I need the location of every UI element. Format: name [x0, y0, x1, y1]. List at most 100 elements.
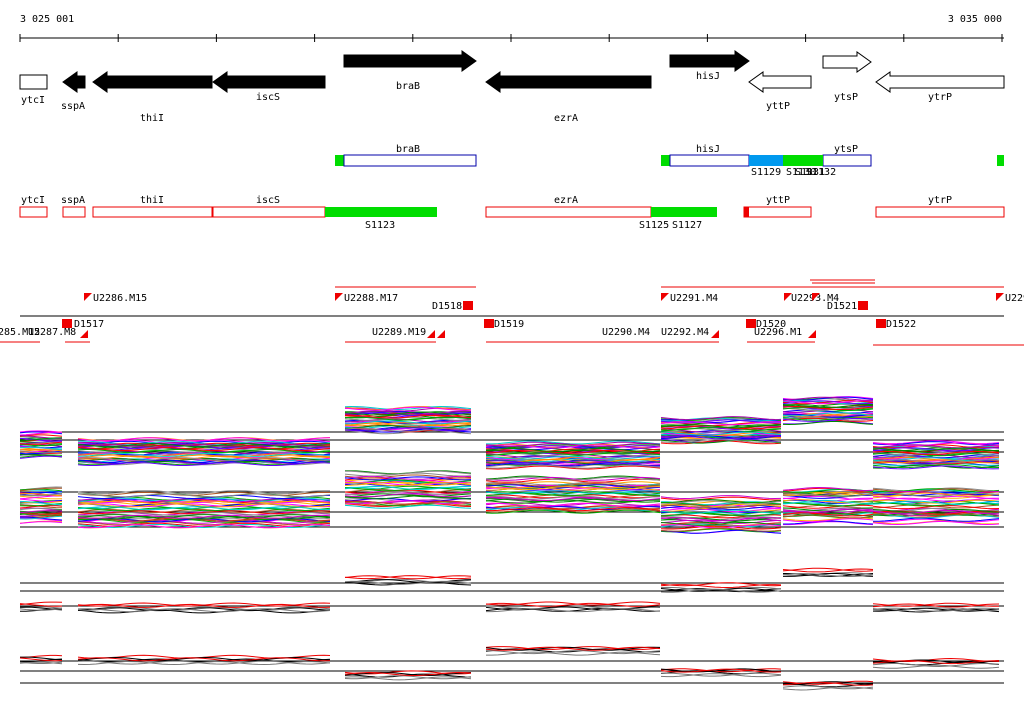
feature-label: S1125 — [639, 220, 669, 231]
trace — [77, 495, 330, 500]
trace — [486, 651, 661, 656]
trace — [344, 476, 472, 481]
gene-label: ezrA — [554, 113, 578, 124]
trace — [782, 493, 874, 498]
trace — [660, 517, 782, 522]
trace — [486, 650, 661, 655]
trace — [77, 500, 331, 505]
ruler-start: 3 025 001 — [20, 14, 74, 25]
trace — [19, 500, 63, 505]
trace — [872, 465, 1000, 470]
flag — [80, 330, 88, 338]
trace — [872, 444, 1000, 449]
trace — [344, 475, 472, 480]
trace — [344, 420, 472, 425]
trace — [19, 441, 63, 445]
segment-label: U2288.M17 — [344, 293, 398, 304]
trace — [77, 660, 331, 665]
trace — [77, 440, 331, 445]
flag — [661, 293, 669, 301]
trace — [19, 437, 63, 442]
trace — [660, 509, 781, 514]
marker — [463, 301, 473, 310]
trace — [344, 410, 472, 415]
trace — [77, 503, 331, 508]
feature-block — [325, 207, 437, 217]
trace — [660, 417, 782, 422]
trace — [660, 521, 782, 526]
trace — [872, 447, 1000, 452]
marker — [858, 301, 868, 310]
trace — [77, 491, 331, 496]
trace — [344, 671, 472, 676]
trace — [660, 416, 782, 421]
trace — [782, 405, 874, 410]
trace — [782, 413, 874, 418]
trace — [782, 406, 874, 411]
trace — [344, 427, 472, 432]
trace — [19, 430, 63, 433]
trace — [77, 657, 331, 662]
trace — [19, 455, 63, 459]
trace — [782, 512, 874, 517]
trace — [872, 497, 999, 502]
trace — [660, 496, 781, 501]
trace — [873, 517, 1000, 522]
trace — [344, 500, 472, 506]
flag — [808, 330, 816, 338]
gene — [343, 50, 477, 72]
trace — [485, 451, 661, 456]
trace — [783, 520, 874, 525]
gene — [822, 51, 872, 73]
flag — [711, 330, 719, 338]
flag — [784, 293, 792, 301]
trace — [19, 437, 63, 442]
trace — [485, 447, 661, 452]
trace — [19, 446, 63, 451]
trace — [77, 506, 331, 511]
feature-block — [783, 155, 823, 166]
trace — [344, 500, 472, 505]
trace — [782, 508, 874, 513]
trace — [485, 444, 661, 449]
segment-label: U2287.M8 — [28, 327, 76, 338]
trace — [660, 525, 782, 530]
trace — [660, 672, 782, 677]
trace — [782, 572, 874, 578]
trace — [872, 450, 1000, 455]
trace — [77, 607, 331, 612]
trace — [77, 493, 331, 498]
segment-label: D1518 — [432, 301, 462, 312]
trace — [872, 603, 1000, 608]
trace — [77, 507, 331, 512]
trace — [782, 409, 874, 414]
trace — [19, 495, 63, 500]
flag — [996, 293, 1004, 301]
trace — [872, 492, 1000, 497]
feature-block — [997, 155, 1004, 166]
segment-label: D1521 — [827, 301, 857, 312]
gene-label: ytcI — [21, 195, 45, 206]
trace — [485, 486, 661, 491]
gene-label: braB — [396, 144, 420, 155]
trace — [485, 442, 661, 447]
trace — [77, 608, 331, 613]
trace — [344, 482, 472, 487]
trace — [19, 515, 63, 520]
trace — [77, 521, 331, 526]
trace — [872, 660, 1000, 665]
gene-label: ezrA — [554, 195, 578, 206]
gene-box — [485, 206, 652, 218]
gene-label: thiI — [140, 195, 164, 206]
trace — [782, 487, 874, 492]
trace — [485, 502, 661, 507]
trace — [485, 507, 661, 512]
trace — [872, 492, 1000, 497]
trace — [873, 659, 1000, 664]
trace — [660, 506, 781, 511]
trace — [344, 411, 471, 416]
trace — [344, 581, 472, 586]
